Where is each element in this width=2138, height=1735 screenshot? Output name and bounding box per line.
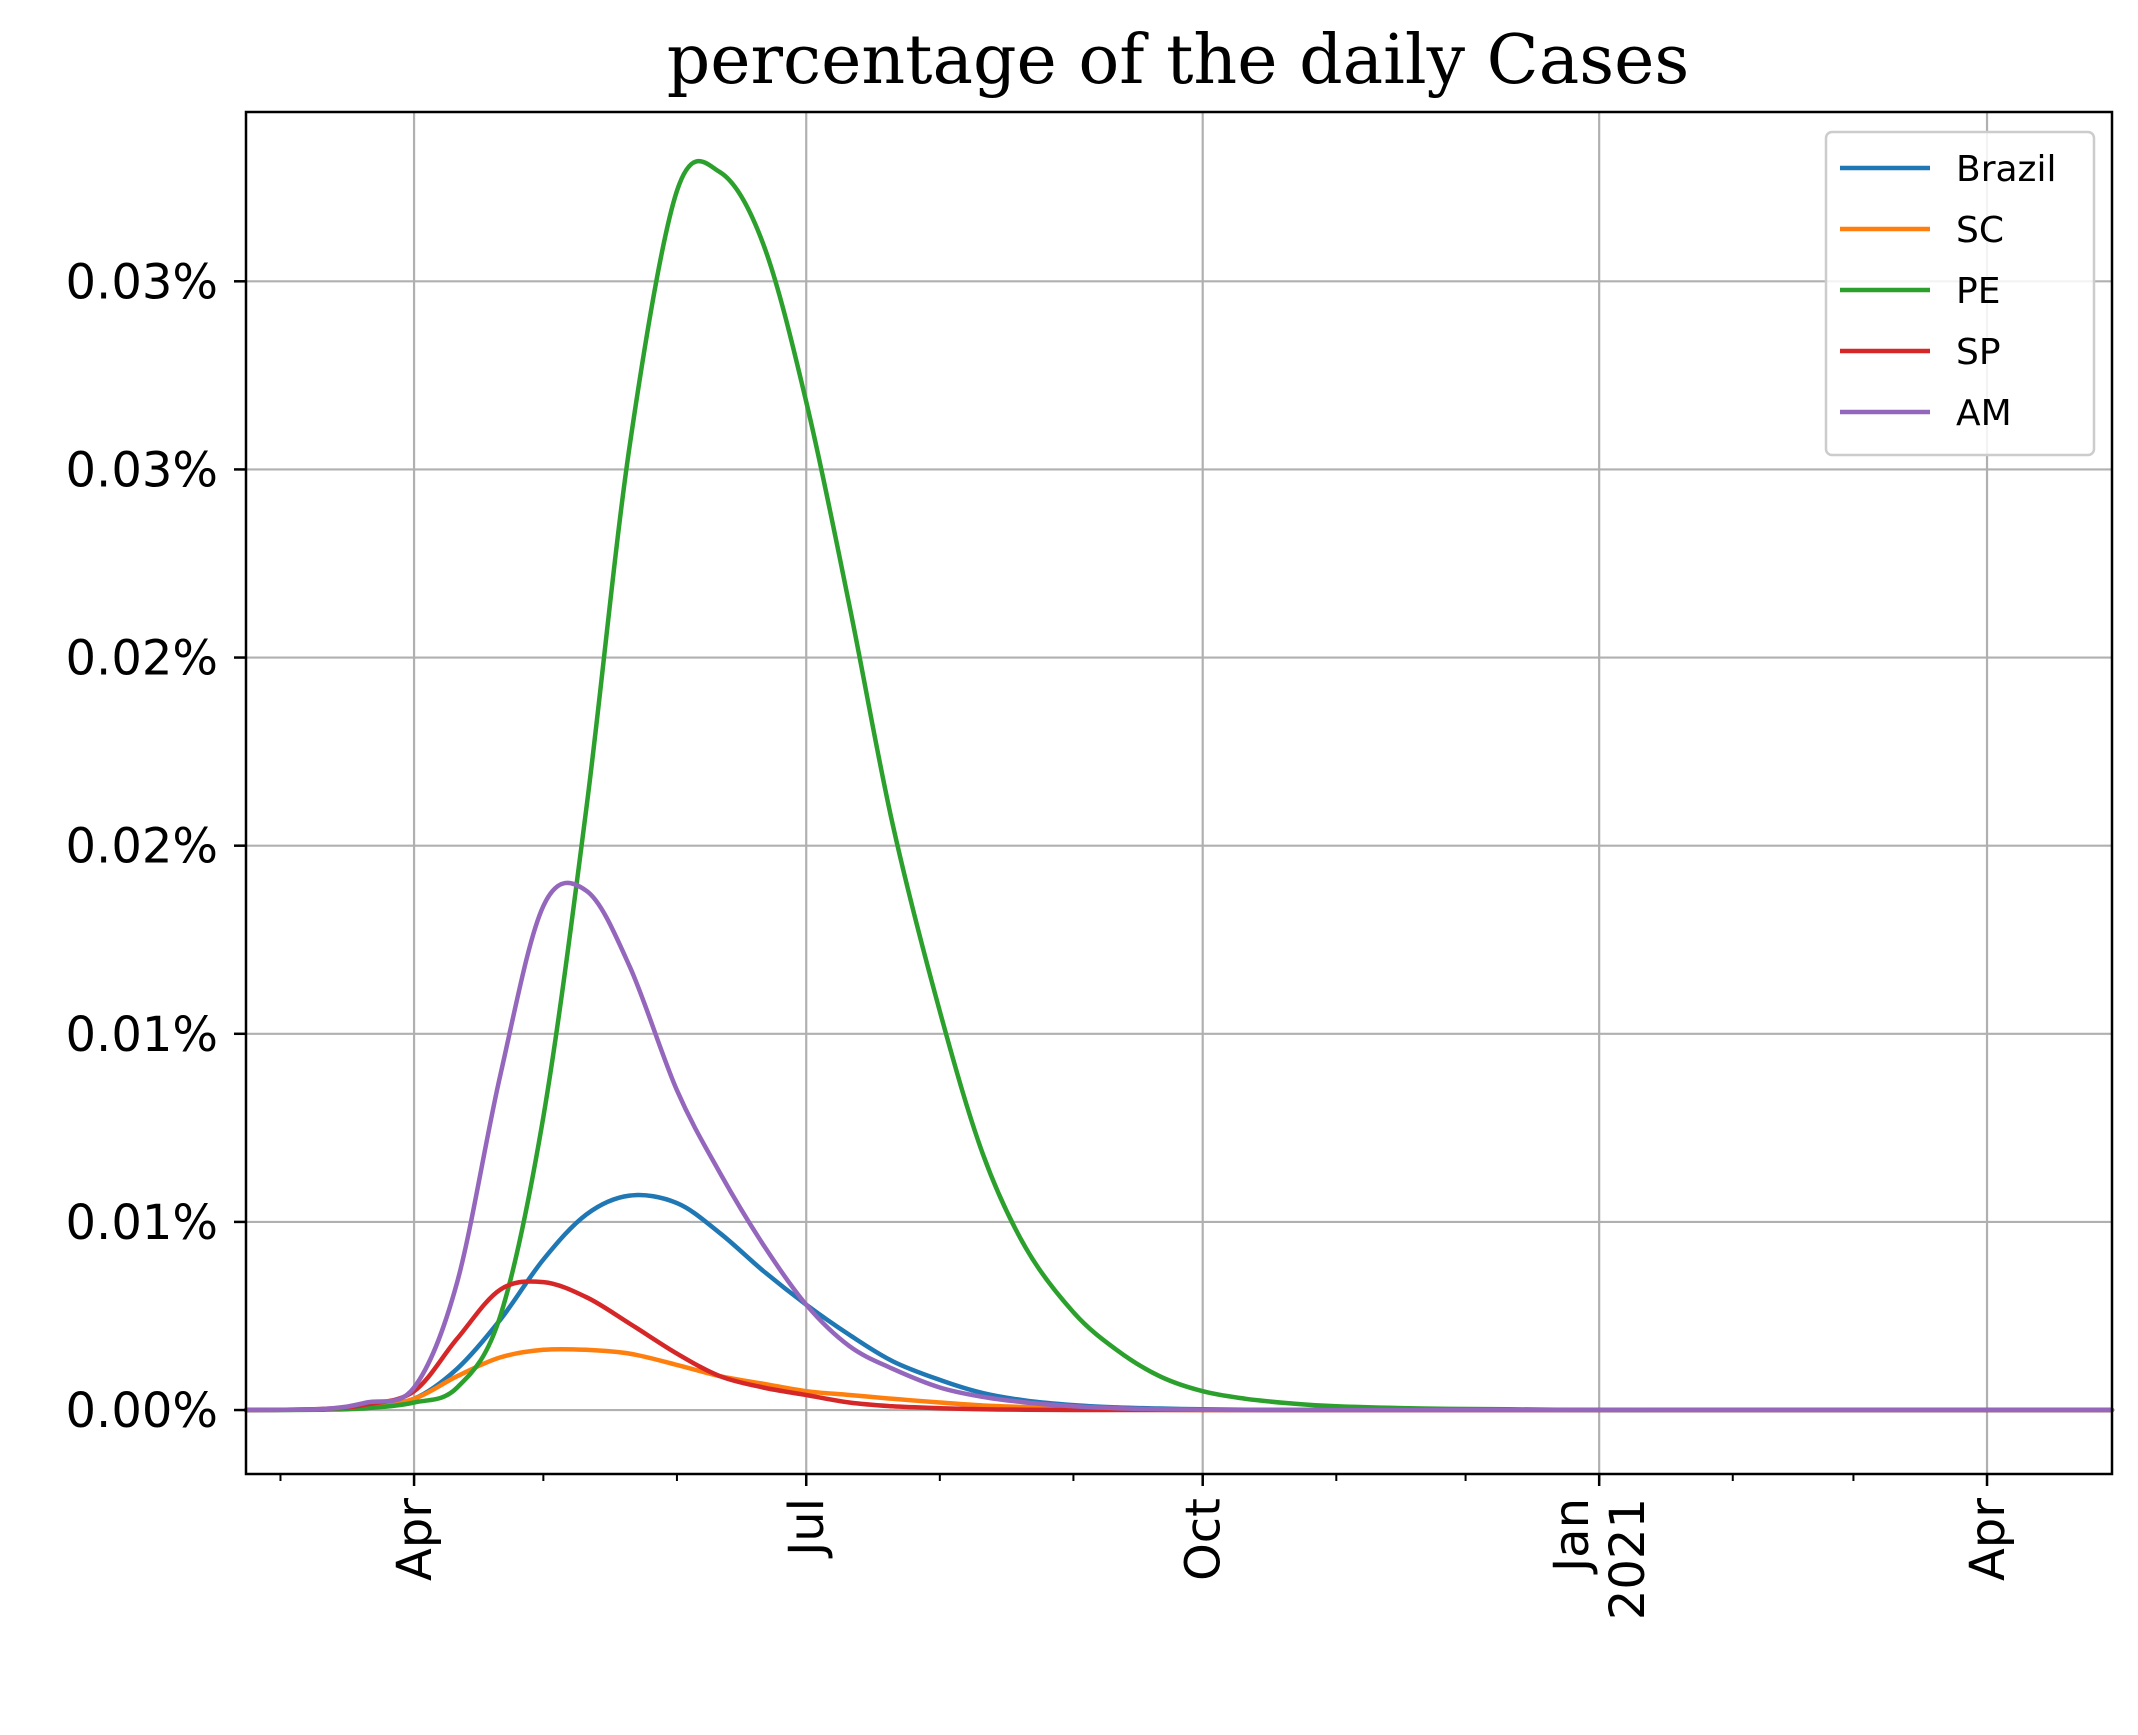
legend-box: [1824, 130, 2096, 457]
series-line-am: [243, 880, 2115, 1413]
x-tick-label: Oct: [1176, 1498, 1232, 1581]
legend-label-sp: SP: [1956, 332, 2001, 373]
x-tick-label: Jul: [779, 1498, 835, 1559]
y-tick-label: 0.03%: [66, 254, 218, 310]
chart-title: percentage of the daily Cases: [667, 21, 1690, 100]
y-tick-label: 0.02%: [66, 631, 218, 687]
x-tick-label: 2021: [1600, 1498, 1656, 1620]
x-tick-label: Apr: [387, 1498, 443, 1581]
x-tick-label: Apr: [1960, 1498, 2016, 1581]
legend-label-brazil: Brazil: [1956, 149, 2056, 190]
y-axis: 0.00% 0.01% 0.01% 0.02% 0.02% 0.03% 0.03%: [66, 254, 246, 1439]
series-lines: [243, 158, 2115, 1413]
plot-frame: [244, 110, 2114, 1476]
legend-label-pe: PE: [1956, 271, 2000, 312]
y-tick-label: 0.01%: [66, 1195, 218, 1251]
y-tick-label: 0.03%: [66, 442, 218, 498]
legend-label-am: AM: [1956, 393, 2012, 434]
x-tick-label: Jan: [1544, 1498, 1600, 1575]
y-tick-label: 0.00%: [66, 1383, 218, 1439]
x-axis: Apr Jul Oct Jan 2021 Apr: [279, 1474, 2016, 1620]
legend-label-sc: SC: [1956, 210, 2004, 251]
y-tick-label: 0.01%: [66, 1007, 218, 1063]
y-tick-label: 0.02%: [66, 819, 218, 875]
legend: Brazil SC PE SP AM: [1824, 130, 2096, 457]
